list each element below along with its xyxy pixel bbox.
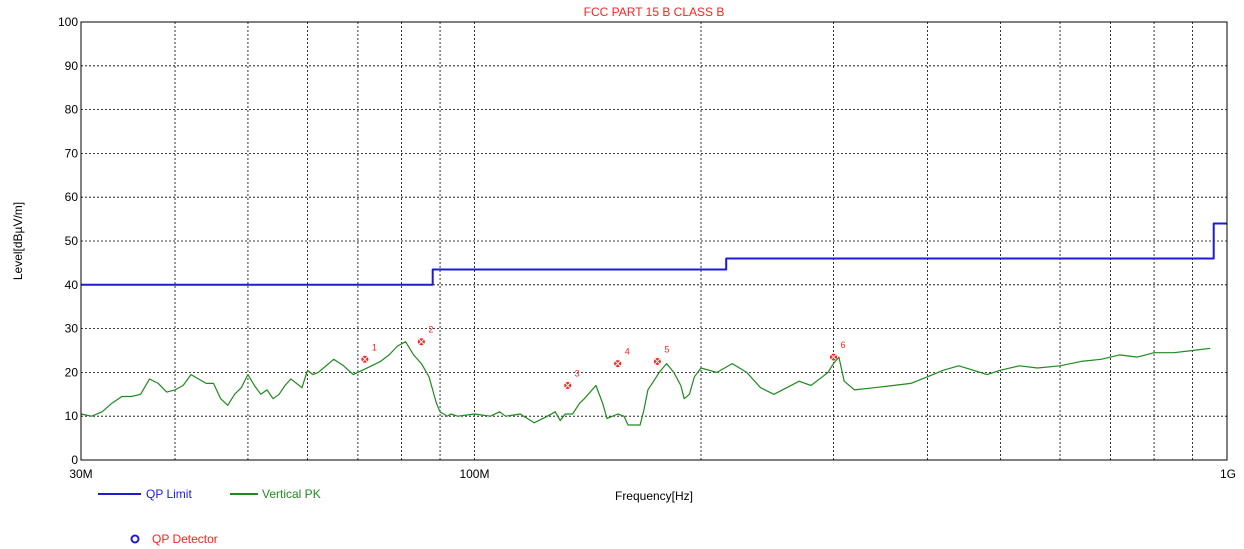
legend: QP Limit Vertical PK QP Detector xyxy=(98,487,321,546)
peak-marker-label: 5 xyxy=(664,344,669,354)
peak-marker-cross xyxy=(614,360,621,367)
trace-line xyxy=(80,341,1211,426)
plot-frame xyxy=(80,21,1228,461)
peak-marker-label: 4 xyxy=(625,347,630,357)
peak-marker-cross xyxy=(361,356,368,363)
x-tick-labels: 30M 100M 1G xyxy=(69,467,1236,481)
peak-marker-cross xyxy=(830,354,837,360)
peak-marker-label: 2 xyxy=(428,325,433,335)
legend-trace-label: Vertical PK xyxy=(262,487,321,501)
peak-marker: 1 xyxy=(361,342,377,363)
y-tick-label: 50 xyxy=(65,234,79,248)
marker-layer: 1 2 3 4 5 6 xyxy=(361,325,846,390)
peak-marker-label: 1 xyxy=(372,342,377,352)
y-tick-label: 20 xyxy=(65,365,79,379)
x-axis-label: Frequency[Hz] xyxy=(615,489,693,503)
y-tick-label: 10 xyxy=(65,409,79,423)
peak-marker-label: 6 xyxy=(841,340,846,350)
series-layer xyxy=(80,222,1227,426)
limit-line xyxy=(81,222,1227,286)
peak-marker-cross xyxy=(654,358,661,365)
chart-title: FCC PART 15 B CLASS B xyxy=(584,5,725,19)
y-tick-label: 60 xyxy=(65,190,79,204)
legend-detector-icon xyxy=(130,534,140,544)
y-tick-label: 30 xyxy=(65,322,79,336)
x-tick-label: 1G xyxy=(1220,467,1236,481)
peak-marker: 3 xyxy=(564,369,580,390)
peak-marker: 4 xyxy=(614,347,630,368)
y-tick-label: 80 xyxy=(65,103,79,117)
legend-detector-label: QP Detector xyxy=(152,532,218,546)
x-tick-label: 100M xyxy=(459,467,489,481)
x-tick-label: 30M xyxy=(69,467,92,481)
peak-marker: 5 xyxy=(653,344,669,365)
y-tick-label: 70 xyxy=(65,146,79,160)
y-tick-label: 40 xyxy=(65,278,79,292)
grid-lines xyxy=(81,22,1227,460)
peak-marker-cross xyxy=(418,338,425,345)
legend-limit-label: QP Limit xyxy=(146,487,192,501)
y-tick-label: 90 xyxy=(65,59,79,73)
y-axis-label: Level[dBµV/m] xyxy=(11,202,25,280)
y-tick-labels: 0 10 20 30 40 50 60 70 80 90 100 xyxy=(58,15,78,467)
peak-marker: 2 xyxy=(417,325,433,346)
y-tick-label: 0 xyxy=(71,453,78,467)
y-tick-label: 100 xyxy=(58,15,78,29)
peak-marker-label: 3 xyxy=(575,369,580,379)
peak-marker: 6 xyxy=(830,340,846,361)
peak-marker-cross xyxy=(564,382,571,389)
